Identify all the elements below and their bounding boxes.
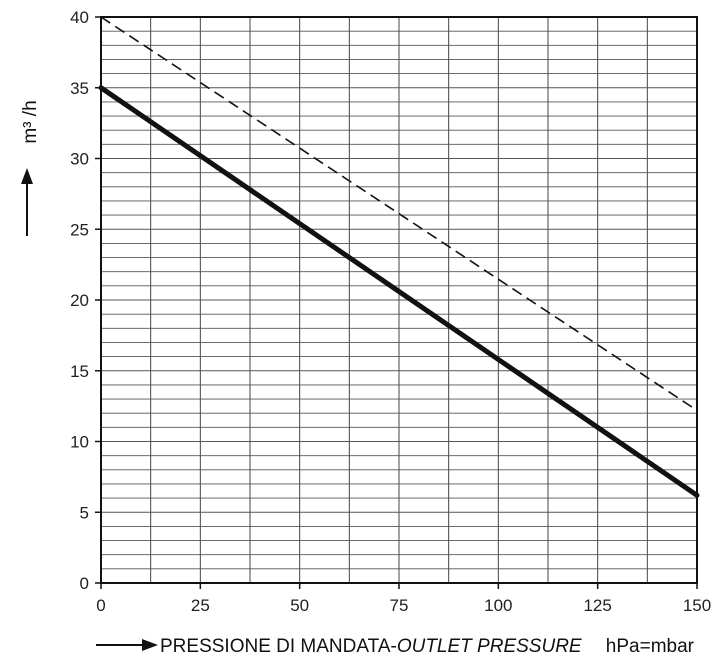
- y-tick-label: 20: [70, 291, 89, 310]
- series-layer: [98, 16, 700, 498]
- x-axis-title-italian: PRESSIONE DI MANDATA-: [160, 636, 397, 657]
- x-axis-title-group: PRESSIONE DI MANDATA-OUTLET PRESSURE hPa…: [96, 636, 695, 657]
- y-axis-title-group: m³ /h: [20, 100, 41, 236]
- y-tick-label: 0: [80, 574, 89, 593]
- x-tick-label: 150: [683, 596, 711, 615]
- y-axis-title: m³ /h: [20, 100, 41, 143]
- x-tick-label: 50: [290, 596, 309, 615]
- x-tick-label: 75: [390, 596, 409, 615]
- x-axis-unit: hPa=mbar: [606, 636, 695, 657]
- grid: [101, 17, 697, 583]
- series-line-dashed: [100, 16, 698, 412]
- y-tick-label: 40: [70, 8, 89, 27]
- x-tick-label: 100: [484, 596, 512, 615]
- y-axis-arrow-head: [21, 168, 33, 184]
- x-axis-arrow-head: [142, 639, 158, 651]
- y-tick-label: 30: [70, 150, 89, 169]
- series-line-solid: [98, 85, 700, 498]
- y-tick-label: 5: [80, 503, 89, 522]
- x-tick-label: 25: [191, 596, 210, 615]
- y-tick-label: 10: [70, 433, 89, 452]
- y-tick-label: 15: [70, 362, 89, 381]
- tick-labels: 0 5 10 15 20 25 30 35 40 0 25 50 75 100 125 150: [70, 8, 711, 615]
- x-axis-title: PRESSIONE DI MANDATA-OUTLET PRESSURE: [160, 636, 582, 657]
- y-tick-label: 25: [70, 220, 89, 239]
- x-tick-label: 125: [583, 596, 611, 615]
- y-tick-label: 35: [70, 79, 89, 98]
- x-axis-title-english: OUTLET PRESSURE: [397, 636, 582, 657]
- x-tick-label: 0: [96, 596, 105, 615]
